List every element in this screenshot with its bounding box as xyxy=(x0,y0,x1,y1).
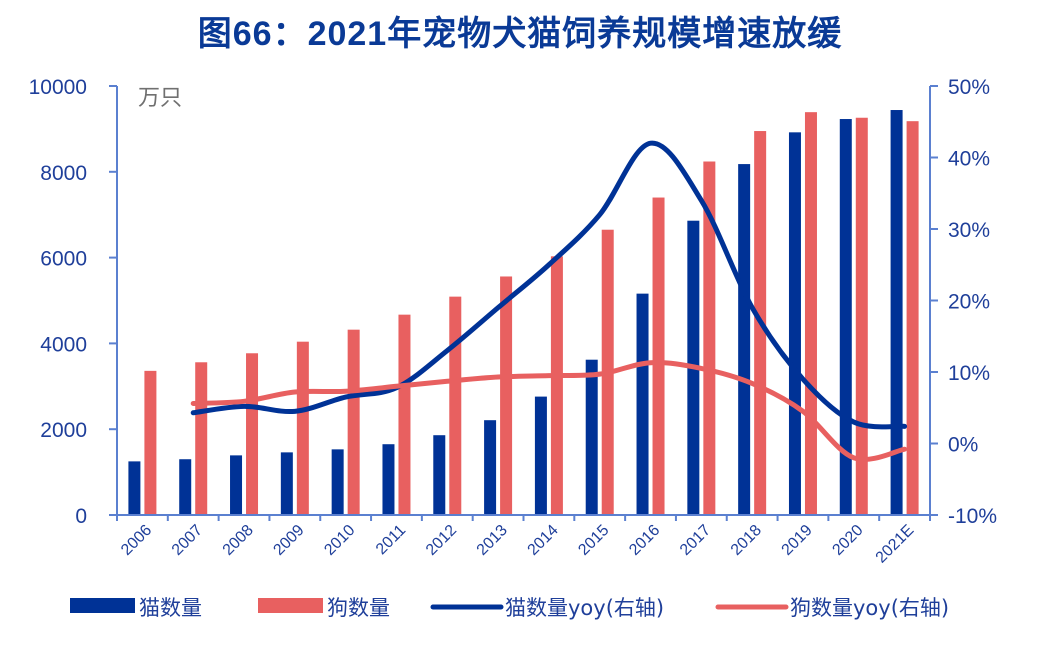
bar-cat-2015 xyxy=(585,359,598,515)
x-tick-label: 2006 xyxy=(118,522,155,559)
x-tick-label: 2013 xyxy=(474,522,511,559)
bar-cat-2007 xyxy=(179,459,192,515)
bar-cat-2011 xyxy=(382,444,395,515)
legend-label: 狗数量yoy(右轴) xyxy=(790,596,949,620)
right-tick-label: 40% xyxy=(948,148,990,171)
x-tick-label: 2019 xyxy=(779,522,816,559)
bar-cat-2019 xyxy=(788,132,801,515)
line-dog-yoy xyxy=(190,360,908,462)
bar-dog-2014 xyxy=(550,256,563,515)
legend-label: 狗数量 xyxy=(327,596,390,620)
lines-layer xyxy=(190,140,908,462)
legend-item-1: 猫数量 xyxy=(70,596,202,620)
bar-cat-2010 xyxy=(331,449,344,515)
x-tick-label: 2015 xyxy=(575,522,612,559)
right-tick-label: 0% xyxy=(948,434,978,457)
x-tick-label: 2021E xyxy=(873,522,918,567)
x-tick-label: 2007 xyxy=(169,522,206,559)
bar-dog-2008 xyxy=(246,353,259,515)
bar-cat-2016 xyxy=(636,293,649,515)
bar-dog-2011 xyxy=(398,314,411,515)
bar-dog-2010 xyxy=(347,329,360,515)
bar-dog-2017 xyxy=(703,161,716,515)
left-tick-label: 4000 xyxy=(40,333,87,356)
bar-dog-2012 xyxy=(449,296,462,515)
bar-dog-2009 xyxy=(296,341,309,515)
right-tick-label: -10% xyxy=(948,505,997,528)
x-tick-label: 2010 xyxy=(321,522,358,559)
legend-swatch xyxy=(70,598,135,613)
x-tick-label: 2016 xyxy=(626,522,663,559)
x-tick-label: 2018 xyxy=(728,522,765,559)
bar-dog-2013 xyxy=(500,276,513,515)
bar-cat-2012 xyxy=(433,435,446,515)
bar-dog-2021E xyxy=(906,121,919,515)
x-tick-label: 2012 xyxy=(423,522,460,559)
right-tick-label: 20% xyxy=(948,291,990,314)
x-tick-label: 2011 xyxy=(373,522,409,558)
bar-cat-2013 xyxy=(484,420,497,515)
left-tick-label: 0 xyxy=(75,505,87,528)
bar-dog-2020 xyxy=(855,117,868,515)
bar-dog-2007 xyxy=(195,362,208,515)
right-tick-label: 10% xyxy=(948,362,990,385)
legend: 猫数量 狗数量 猫数量yoy(右轴) 狗数量yoy(右轴) xyxy=(70,596,949,620)
x-tick-label: 2020 xyxy=(829,522,866,559)
bar-cat-2009 xyxy=(280,452,293,515)
bar-cat-2006 xyxy=(128,461,141,515)
bars-layer xyxy=(128,110,919,516)
bar-cat-2018 xyxy=(738,164,751,515)
right-tick-label: 50% xyxy=(948,76,990,99)
line-cat-yoy xyxy=(190,140,908,430)
left-tick-label: 10000 xyxy=(29,76,87,99)
left-tick-label: 2000 xyxy=(40,419,87,442)
unit-label: 万只 xyxy=(138,86,182,111)
bar-cat-2008 xyxy=(230,455,243,515)
chart-title: 图66：2021年宠物犬猫饲养规模增速放缓 xyxy=(197,15,843,53)
x-tick-label: 2017 xyxy=(677,522,714,559)
bar-dog-2016 xyxy=(652,197,665,516)
bar-dog-2019 xyxy=(804,112,817,515)
left-tick-label: 8000 xyxy=(40,162,87,185)
legend-item-4: 狗数量yoy(右轴) xyxy=(715,596,949,620)
x-tick-label: 2009 xyxy=(270,522,307,559)
legend-label: 猫数量yoy(右轴) xyxy=(505,596,664,620)
legend-item-3: 猫数量yoy(右轴) xyxy=(430,596,664,620)
left-tick-label: 6000 xyxy=(40,248,87,271)
legend-swatch xyxy=(258,598,323,613)
right-tick-label: 30% xyxy=(948,219,990,242)
bar-dog-2006 xyxy=(144,370,157,515)
legend-item-2: 狗数量 xyxy=(258,596,390,620)
bar-cat-2021E xyxy=(890,110,903,516)
x-tick-label: 2008 xyxy=(220,522,257,559)
bar-cat-2014 xyxy=(534,396,547,515)
x-tick-label: 2014 xyxy=(525,522,562,559)
legend-label: 猫数量 xyxy=(139,596,202,620)
